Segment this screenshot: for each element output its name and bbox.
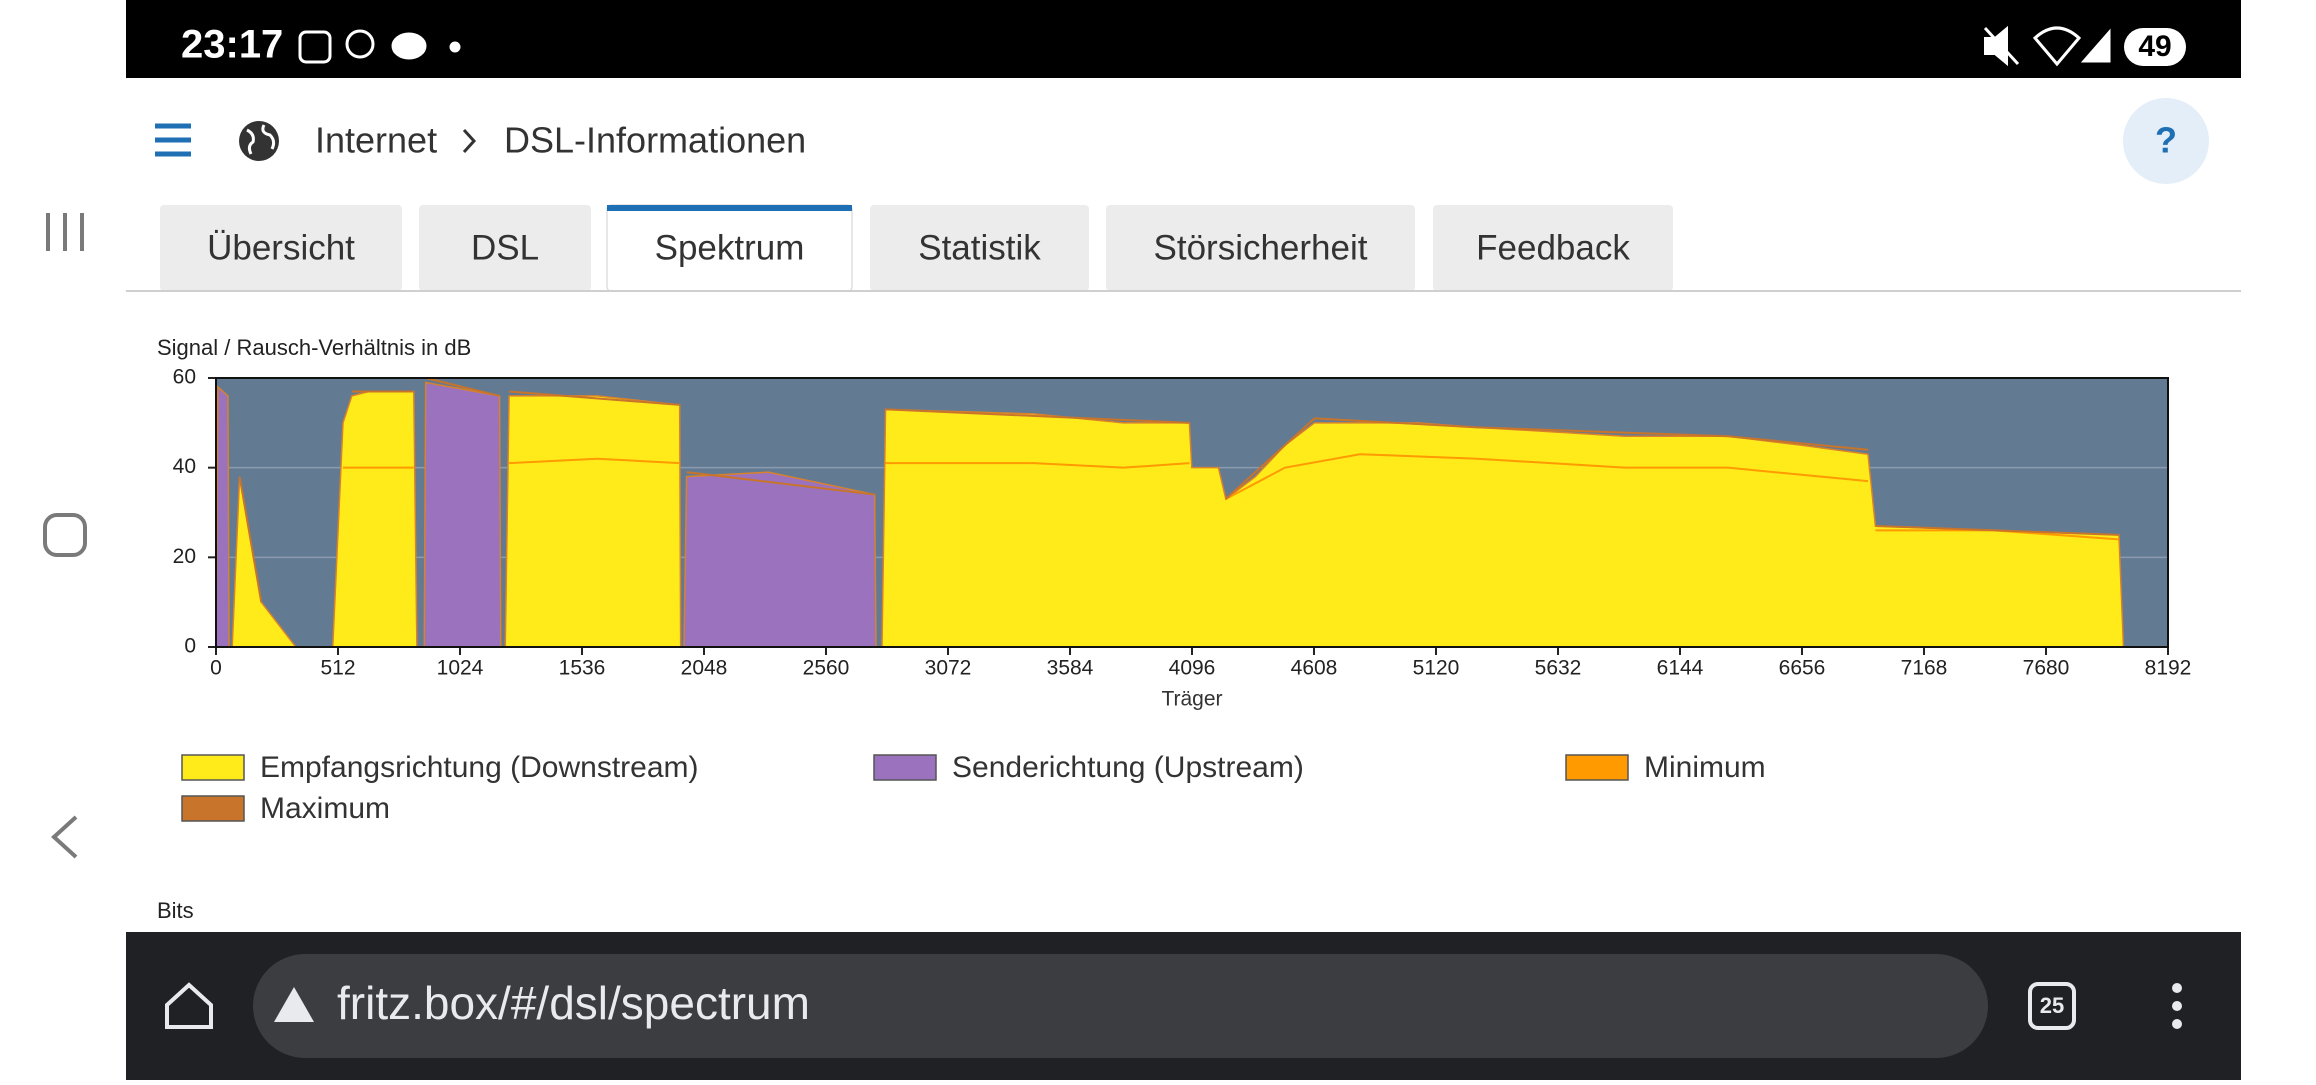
tab-label[interactable]: DSL (471, 228, 539, 267)
line-series (238, 377, 2119, 603)
browser-home-button[interactable] (165, 982, 213, 1029)
tab[interactable] (160, 205, 402, 291)
tab-label[interactable]: Störsicherheit (1154, 228, 1368, 267)
legend-label: Minimum (1644, 751, 1766, 784)
system-icons (1983, 25, 2186, 67)
tab-switcher[interactable] (2028, 982, 2076, 1030)
x-tick-label: 4096 (1169, 657, 1216, 680)
x-tick-label: 2048 (681, 657, 728, 680)
tab[interactable] (419, 205, 591, 291)
x-tick-label: 1536 (559, 657, 606, 680)
x-tick-label: 7680 (2023, 657, 2070, 680)
chat-icon (345, 29, 375, 59)
y-tick-label: 40 (173, 455, 196, 478)
legend-swatch (181, 754, 245, 781)
wifi-icon (2032, 26, 2082, 67)
help-label[interactable]: ? (2155, 120, 2177, 161)
notification-icons (298, 29, 461, 64)
breadcrumb-item[interactable]: Internet (315, 120, 437, 161)
tab[interactable] (1106, 205, 1415, 291)
legend-swatch (181, 795, 245, 822)
legend-label: Empfangsrichtung (Downstream) (260, 751, 699, 784)
home-button[interactable] (43, 513, 87, 557)
area-series (231, 390, 2125, 648)
y-axis-label: Signal / Rausch-Verhältnis in dB (157, 335, 471, 360)
url-text[interactable]: fritz.box/#/dsl/spectrum (337, 977, 810, 1029)
globe-icon (239, 121, 279, 161)
system-nav (43, 213, 87, 859)
battery-level: 49 (2138, 30, 2171, 63)
area-series (215, 381, 877, 648)
x-tick-label: 0 (210, 657, 222, 680)
clock: 23:17 (181, 23, 283, 67)
legend-label: Maximum (260, 792, 390, 825)
y-tick-label: 0 (184, 635, 196, 658)
tab[interactable] (1433, 205, 1673, 291)
tab-label[interactable]: Spektrum (655, 228, 805, 267)
x-tick-label: 8192 (2145, 657, 2192, 680)
signal-icon (2080, 28, 2111, 63)
line-series (343, 453, 2119, 541)
tab-count[interactable]: 25 (2040, 993, 2064, 1018)
url-field[interactable] (253, 954, 1988, 1058)
legend-label: Senderichtung (Upstream) (952, 751, 1304, 784)
y-tick-label: 20 (173, 545, 196, 568)
tab-label[interactable]: Statistik (918, 228, 1041, 267)
next-chart-label: Bits (157, 898, 194, 923)
message-icon (391, 32, 427, 60)
x-tick-label: 6656 (1779, 657, 1826, 680)
insecure-warning-icon (274, 987, 314, 1022)
mute-slash (1983, 26, 2020, 66)
tab[interactable] (870, 205, 1089, 291)
tab-active-indicator (607, 205, 852, 211)
x-axis-label: Träger (1161, 688, 1222, 711)
legend-swatch (873, 754, 937, 781)
plot-frame (215, 377, 2169, 648)
status-bar (126, 0, 2241, 78)
spectrum-chart: 0 20 40 60 0 512 1024 1536 2048 2560 3072 3584 4096 4… (173, 366, 2192, 825)
tab-bar: Übersicht DSL Spektrum Statistik Störsicherh… (160, 204, 1673, 292)
breadcrumb-separator (462, 128, 477, 154)
help-button[interactable] (2123, 98, 2209, 184)
menu-button[interactable] (155, 123, 191, 157)
tab-label[interactable]: Feedback (1476, 228, 1630, 267)
x-tick-label: 512 (320, 657, 355, 680)
screenshot-icon (298, 30, 332, 64)
x-tick-label: 5632 (1535, 657, 1582, 680)
back-button[interactable] (51, 815, 78, 859)
legend-swatch (1565, 754, 1629, 781)
x-tick-label: 3584 (1047, 657, 1094, 680)
x-tick-label: 1024 (437, 657, 484, 680)
x-tick-label: 3072 (925, 657, 972, 680)
y-tick-label: 60 (173, 366, 196, 389)
x-tick-label: 2560 (803, 657, 850, 680)
tab-label[interactable]: Übersicht (207, 228, 355, 267)
x-tick-label: 7168 (1901, 657, 1948, 680)
battery (2124, 28, 2186, 66)
x-tick-label: 6144 (1657, 657, 1704, 680)
browser-menu-button[interactable] (2172, 983, 2182, 1029)
dot-icon (449, 41, 461, 53)
x-tick-label: 5120 (1413, 657, 1460, 680)
x-tick-label: 4608 (1291, 657, 1338, 680)
breadcrumb-item: DSL-Informationen (504, 120, 806, 161)
